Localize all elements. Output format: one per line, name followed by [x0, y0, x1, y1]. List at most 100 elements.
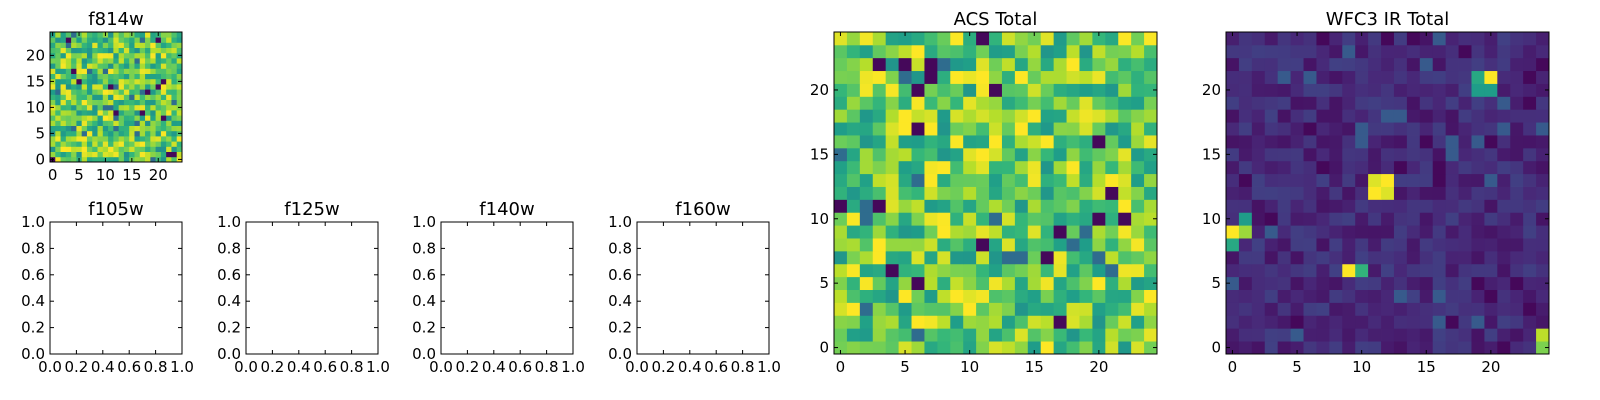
- heatmap-cell: [1226, 341, 1240, 355]
- heatmap-cell: [102, 52, 109, 59]
- heatmap-cell: [1497, 160, 1511, 175]
- heatmap-cell: [937, 186, 951, 200]
- heatmap-cell: [1381, 173, 1395, 187]
- heatmap-cell: [859, 315, 874, 329]
- heatmap-cell: [129, 110, 135, 116]
- heatmap-cell: [872, 173, 887, 187]
- heatmap-cell: [118, 156, 125, 163]
- heatmap-cell: [1118, 160, 1132, 175]
- heatmap-cell: [123, 73, 130, 80]
- heatmap-cell: [937, 263, 951, 278]
- heatmap-cell: [71, 42, 77, 48]
- heatmap-cell: [97, 73, 104, 80]
- heatmap-cell: [1497, 328, 1511, 342]
- heatmap-cell: [1510, 250, 1524, 265]
- heatmap-cell: [134, 141, 141, 147]
- heatmap-cell: [129, 89, 135, 95]
- heatmap-cell: [97, 110, 104, 116]
- heatmap-cell: [1264, 212, 1279, 226]
- heatmap-cell: [1040, 263, 1055, 278]
- heatmap-cell: [1251, 96, 1266, 110]
- heatmap-cell: [859, 238, 874, 252]
- heatmap-cell: [97, 141, 104, 147]
- heatmap-cell: [1251, 173, 1266, 187]
- heatmap-cell: [1368, 276, 1382, 290]
- heatmap-cell: [1144, 32, 1158, 46]
- heatmap-cell: [86, 63, 93, 69]
- heatmap-cell: [1118, 147, 1132, 162]
- heatmap-cell: [989, 135, 1003, 149]
- heatmap-cell: [1053, 315, 1067, 329]
- heatmap-cell: [950, 57, 964, 72]
- heatmap-cell: [1419, 186, 1434, 200]
- heatmap-cell: [108, 52, 114, 59]
- heatmap-cell: [139, 141, 146, 147]
- heatmap-cell: [150, 78, 156, 85]
- heatmap-cell: [1355, 276, 1369, 290]
- heatmap-cell: [1027, 302, 1042, 316]
- heatmap-cell: [834, 199, 848, 213]
- heatmap-cell: [1368, 302, 1382, 316]
- heatmap-cell: [113, 94, 120, 100]
- heatmap-cell: [1131, 328, 1145, 342]
- heatmap-cell: [1014, 250, 1029, 265]
- heatmap-cell: [963, 315, 977, 329]
- heatmap-cell: [1381, 302, 1395, 316]
- heatmap-cell: [846, 135, 861, 149]
- heatmap-cell: [1497, 70, 1511, 84]
- heatmap-cell: [1144, 263, 1158, 278]
- heatmap-cell: [834, 44, 848, 59]
- heatmap-cell: [1105, 276, 1119, 290]
- heatmap-cell: [1226, 147, 1240, 162]
- heatmap-cell: [885, 70, 899, 84]
- heatmap-cell: [846, 302, 861, 316]
- heatmap-cell: [937, 70, 951, 84]
- chart-title: f140w: [479, 199, 534, 220]
- heatmap-cell: [1290, 135, 1304, 149]
- heatmap-cell: [1536, 173, 1550, 187]
- heatmap-cell: [834, 173, 848, 187]
- heatmap-cell: [1014, 199, 1029, 213]
- heatmap-cell: [155, 99, 162, 106]
- heatmap-cell: [1040, 83, 1055, 97]
- heatmap-cell: [1264, 173, 1279, 187]
- heatmap-cell: [885, 109, 899, 123]
- heatmap-cell: [1238, 199, 1253, 213]
- heatmap-cell: [1226, 109, 1240, 123]
- heatmap-cell: [1040, 328, 1055, 342]
- heatmap-cell: [145, 136, 151, 142]
- heatmap-cell: [911, 186, 925, 200]
- heatmap-cell: [76, 84, 83, 90]
- heatmap-cell: [65, 58, 72, 64]
- heatmap-cell: [1027, 109, 1042, 123]
- heatmap-cell: [1445, 263, 1459, 278]
- heatmap-cell: [1510, 147, 1524, 162]
- heatmap-cell: [92, 37, 98, 43]
- heatmap-cell: [989, 263, 1003, 278]
- heatmap-cell: [1484, 199, 1498, 213]
- heatmap-cell: [81, 73, 88, 80]
- heatmap-cell: [885, 315, 899, 329]
- heatmap-cell: [160, 52, 167, 59]
- heatmap-cell: [1329, 57, 1343, 72]
- heatmap-cell: [108, 104, 114, 111]
- heatmap-cell: [1131, 238, 1145, 252]
- heatmap-cell: [55, 115, 61, 121]
- heatmap-cell: [1027, 315, 1042, 329]
- heatmap-cell: [166, 110, 172, 116]
- x-tick-label: 5: [74, 166, 84, 184]
- heatmap-cell: [1458, 238, 1472, 252]
- heatmap-cell: [60, 136, 67, 142]
- heatmap-cell: [1053, 199, 1067, 213]
- heatmap-cell: [911, 122, 925, 136]
- heatmap-cell: [1432, 276, 1447, 290]
- heatmap-cell: [1290, 122, 1304, 136]
- heatmap-cell: [1406, 289, 1421, 303]
- heatmap-cell: [859, 44, 874, 59]
- heatmap-cell: [1238, 289, 1253, 303]
- heatmap-cell: [92, 115, 98, 121]
- heatmap-cell: [176, 115, 183, 121]
- heatmap-cell: [1144, 83, 1158, 97]
- heatmap-cell: [911, 302, 925, 316]
